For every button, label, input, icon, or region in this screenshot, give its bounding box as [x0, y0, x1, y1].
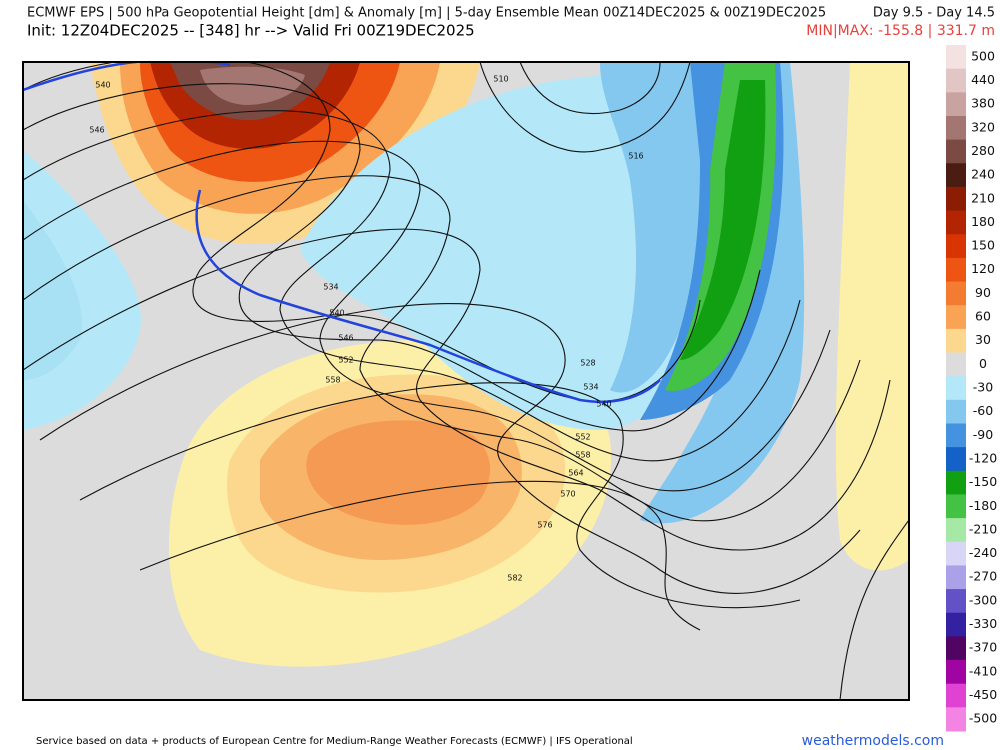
contour-label: 546	[89, 126, 104, 135]
colorbar-label: -30	[973, 380, 993, 395]
colorbar-label: 320	[971, 119, 995, 134]
colorbar-label: 500	[971, 48, 995, 63]
title: ECMWF EPS | 500 hPa Geopotential Height …	[27, 6, 826, 21]
colorbar-swatch	[946, 423, 966, 448]
minmax: MIN|MAX: -155.8 | 331.7 m	[806, 23, 995, 39]
colorbar-swatch	[946, 683, 966, 708]
colorbar-swatch	[946, 186, 966, 212]
colorbar-label: 60	[975, 309, 991, 324]
map-frame	[22, 61, 910, 701]
colorbar-swatch	[946, 707, 966, 732]
colorbar-swatch	[946, 92, 966, 117]
contour-label: 564	[568, 469, 583, 478]
colorbar-swatch	[946, 115, 966, 141]
contour-label: 540	[329, 309, 344, 318]
contour-label: 576	[537, 521, 552, 530]
days: Day 9.5 - Day 14.5	[873, 6, 995, 21]
contour-label: 540	[95, 81, 110, 90]
colorbar-label: -370	[969, 640, 997, 655]
colorbar-swatch	[946, 68, 966, 93]
colorbar-label: -90	[973, 427, 993, 442]
map-area: 540 546 510 516 534 540 546 552 558 528 …	[23, 62, 909, 700]
colorbar-swatch	[946, 328, 966, 354]
contour-label: 570	[560, 490, 575, 499]
colorbar-label: -410	[969, 663, 997, 678]
colorbar-swatch	[946, 589, 966, 614]
contour-label: 546	[338, 334, 353, 343]
colorbar-swatch	[946, 565, 966, 590]
colorbar-label: 120	[971, 261, 995, 276]
colorbar-label: 0	[979, 356, 987, 371]
colorbar-swatch	[946, 352, 966, 377]
colorbar-label: 150	[971, 238, 995, 253]
colorbar-label: 440	[971, 72, 995, 87]
contour-label: 552	[338, 356, 353, 365]
colorbar-label: -500	[969, 711, 997, 726]
contour-label: 552	[575, 433, 590, 442]
colorbar-swatch	[946, 399, 966, 424]
colorbar-swatch	[946, 518, 966, 543]
contour-label: 582	[507, 574, 522, 583]
colorbar-label: 90	[975, 285, 991, 300]
contour-label: 516	[628, 152, 643, 161]
colorbar-swatch	[946, 139, 966, 164]
contour-label: 558	[325, 376, 340, 385]
colorbar-swatch	[946, 281, 966, 306]
contour-label: 534	[583, 383, 598, 392]
colorbar-label: -450	[969, 687, 997, 702]
colorbar-label: -300	[969, 592, 997, 607]
colorbar-swatch	[946, 234, 966, 259]
colorbar-label: 240	[971, 167, 995, 182]
colorbar-swatch	[946, 494, 966, 519]
contour-label: 534	[323, 283, 338, 292]
colorbar-swatch	[946, 305, 966, 330]
colorbar-label: 380	[971, 96, 995, 111]
colorbar-label: -180	[969, 498, 997, 513]
site-link[interactable]: weathermodels.com	[802, 733, 944, 749]
colorbar-swatch	[946, 636, 966, 661]
colorbar-swatch	[946, 210, 966, 235]
colorbar-swatch	[946, 541, 966, 566]
colorbar-label: -150	[969, 474, 997, 489]
colorbar-swatch	[946, 660, 966, 685]
colorbar-label: 280	[971, 143, 995, 158]
credit: Service based on data + products of Euro…	[36, 736, 633, 747]
colorbar-label: -240	[969, 545, 997, 560]
colorbar-swatch	[946, 612, 966, 637]
colorbar-label: 180	[971, 214, 995, 229]
colorbar-swatch	[946, 447, 966, 472]
contour-label: 510	[493, 75, 508, 84]
colorbar-swatch	[946, 470, 966, 495]
colorbar-label: -210	[969, 521, 997, 536]
contour-label: 528	[580, 359, 595, 368]
colorbar-label: -60	[973, 403, 993, 418]
colorbar-swatch	[946, 376, 966, 401]
colorbar-label: -330	[969, 616, 997, 631]
contour-label: 558	[575, 451, 590, 460]
colorbar-label: 210	[971, 190, 995, 205]
colorbar-label: -270	[969, 569, 997, 584]
colorbar-swatch	[946, 257, 966, 283]
colorbar-label: -120	[969, 450, 997, 465]
colorbar-swatch	[946, 163, 966, 188]
colorbar-label: 30	[975, 332, 991, 347]
init: Init: 12Z04DEC2025 -- [348] hr --> Valid…	[27, 22, 475, 40]
contour-label: 540	[596, 400, 611, 409]
colorbar: 500 440 380 320 280 240 210 180 150 120 90 60 30 0 -30…	[946, 45, 997, 732]
colorbar-swatch	[946, 45, 966, 70]
